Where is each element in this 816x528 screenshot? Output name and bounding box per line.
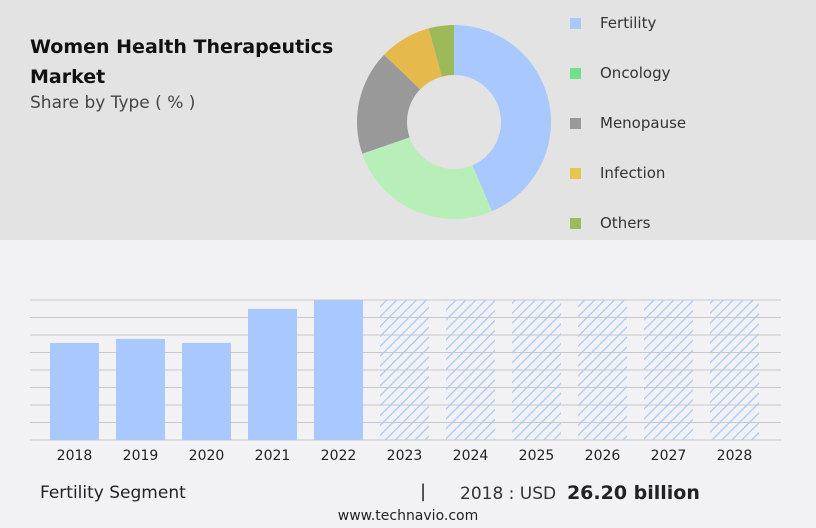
legend-swatch <box>570 167 581 179</box>
legend-label: Menopause <box>600 114 687 132</box>
legend-item-fertility: Fertility <box>570 14 656 32</box>
chart-title: Women Health Therapeutics Market <box>30 36 334 88</box>
bar-2018 <box>50 342 99 440</box>
x-tick-label: 2020 <box>189 448 225 464</box>
donut-slice-fertility <box>454 25 551 212</box>
legend-item-infection: Infection <box>570 164 665 182</box>
segment-value: 2018 : USD 26.20 billion <box>460 482 700 504</box>
legend-swatch <box>570 17 581 29</box>
donut-slice-menopause <box>357 54 421 154</box>
donut-chart <box>357 25 551 219</box>
forecast-bar-2024 <box>446 300 495 440</box>
separator: | <box>420 481 427 502</box>
forecast-bar-2025 <box>512 300 561 440</box>
legend-label: Others <box>600 214 651 232</box>
x-tick-label: 2027 <box>651 448 687 464</box>
forecast-bar-2028 <box>710 300 759 440</box>
legend-item-others: Others <box>570 214 650 232</box>
segment-label: Fertility Segment <box>40 483 186 503</box>
bar-2022 <box>314 300 363 440</box>
year-label: 2018 : USD <box>460 484 557 504</box>
x-tick-label: 2022 <box>321 448 357 464</box>
bar-2020 <box>182 342 231 440</box>
forecast-bar-2026 <box>578 300 627 440</box>
legend-item-oncology: Oncology <box>570 64 670 82</box>
x-tick-label: 2023 <box>387 448 423 464</box>
chart-subtitle: Share by Type ( % ) <box>30 93 196 113</box>
value-text: 26.20 billion <box>566 482 700 504</box>
source-url[interactable]: www.technavio.com <box>337 508 479 524</box>
legend-label: Infection <box>600 164 666 182</box>
donut-slice-infection <box>384 28 442 90</box>
bar-2021 <box>248 308 297 440</box>
bar-chart: 2018 2019 2020 2021 2022 2023 2024 2025 2026 2027… <box>30 299 781 464</box>
forecast-bar-2023 <box>380 300 429 440</box>
forecast-bar-2027 <box>644 300 693 440</box>
x-tick-label: 2019 <box>123 448 159 464</box>
donut-slice-oncology <box>362 137 492 219</box>
bar-2019 <box>116 338 165 440</box>
donut-slice-others <box>428 25 454 77</box>
x-tick-label: 2021 <box>255 448 291 464</box>
legend-swatch <box>570 217 581 229</box>
legend-label: Oncology <box>600 64 671 82</box>
x-tick-label: 2018 <box>57 448 93 464</box>
x-tick-label: 2025 <box>519 448 555 464</box>
legend-label: Fertility <box>600 14 657 32</box>
legend-item-menopause: Menopause <box>570 114 686 132</box>
legend-swatch <box>570 67 581 79</box>
x-tick-label: 2024 <box>453 448 489 464</box>
x-tick-label: 2026 <box>585 448 621 464</box>
legend-swatch <box>570 117 581 129</box>
x-tick-label: 2028 <box>717 448 753 464</box>
